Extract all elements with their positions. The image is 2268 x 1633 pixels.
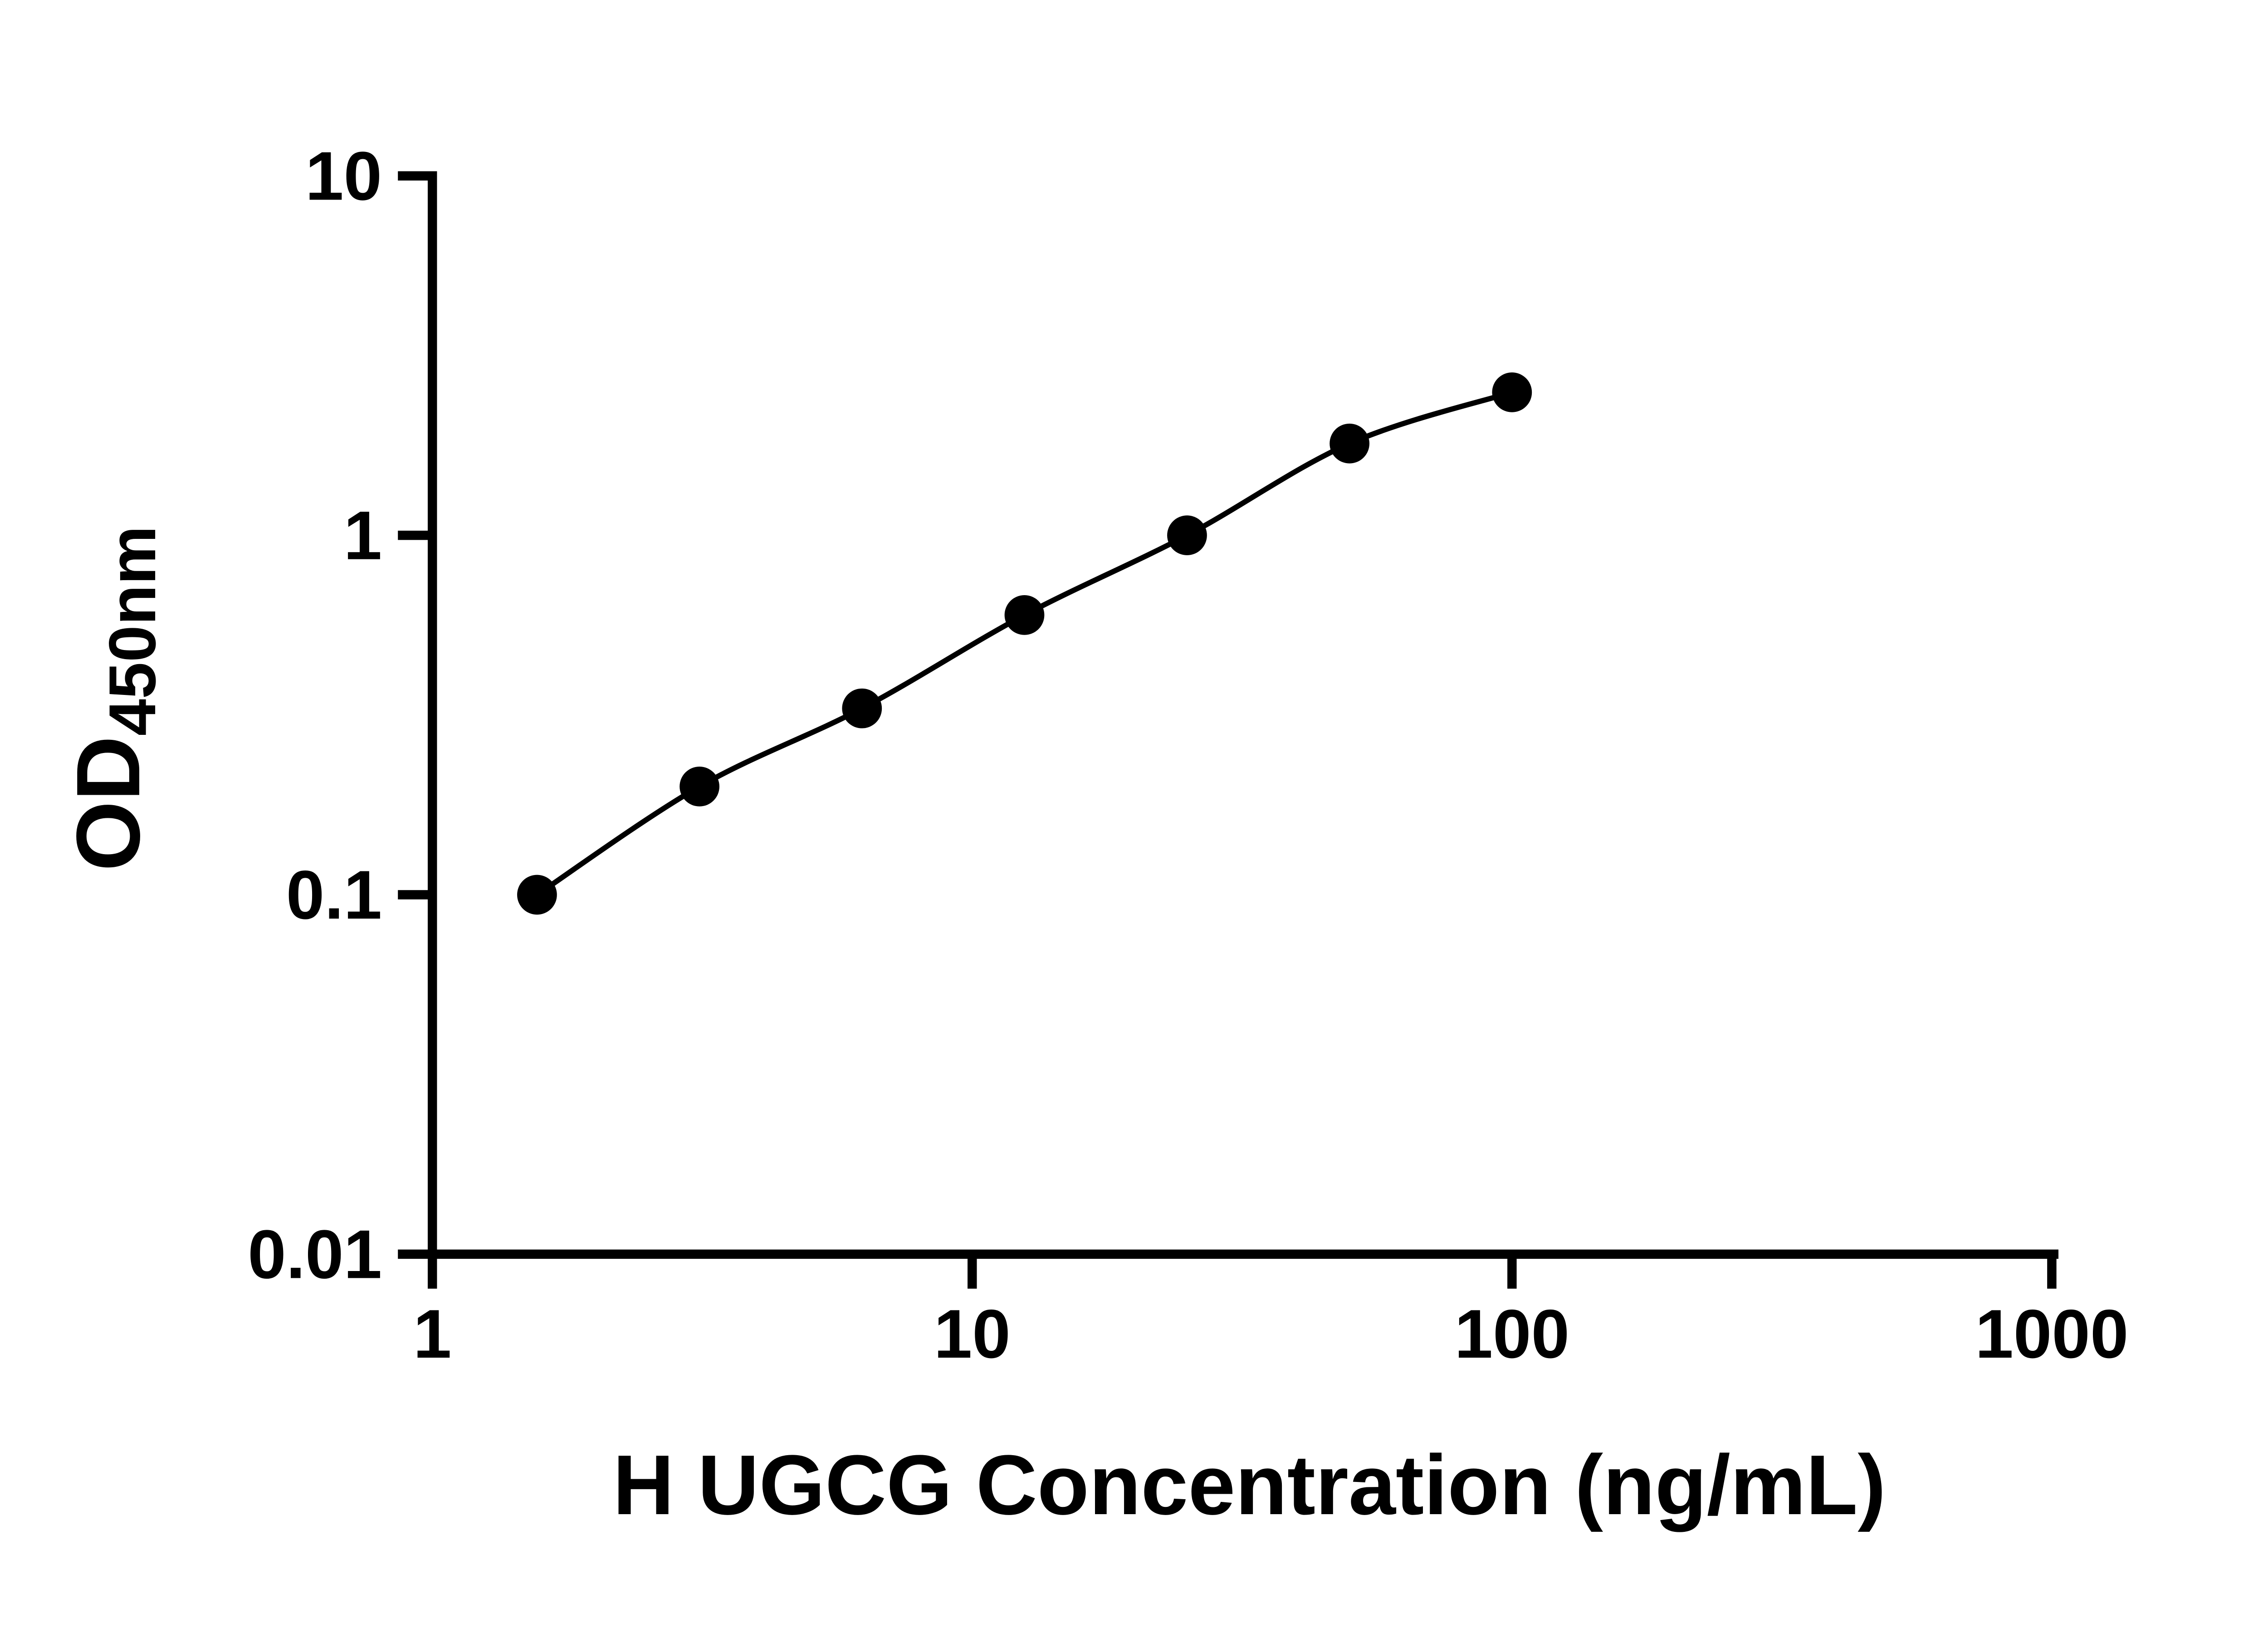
y-tick-label: 0.1 — [286, 856, 382, 934]
x-axis-title: H UGCG Concentration (ng/mL) — [613, 1437, 1886, 1532]
y-tick-label: 10 — [305, 137, 382, 215]
y-tick-label: 0.01 — [248, 1216, 382, 1293]
y-axis-title-main: OD — [58, 736, 159, 871]
data-point — [517, 875, 557, 915]
data-point — [1492, 372, 1532, 412]
y-tick-label: 1 — [344, 497, 382, 574]
x-tick-label: 10 — [934, 1296, 1011, 1373]
x-tick-label: 1 — [413, 1296, 452, 1373]
data-point — [1004, 595, 1045, 635]
x-tick-label: 100 — [1454, 1296, 1569, 1373]
y-axis-title: OD450nm — [58, 526, 169, 871]
x-tick-label: 1000 — [1975, 1296, 2128, 1373]
y-axis-title-subscript: 450nm — [95, 526, 169, 736]
standard-curve-line — [535, 390, 1513, 897]
data-point — [1330, 423, 1370, 464]
plot-area: 1 10 100 1000 0.01 0.1 1 10 — [248, 137, 2128, 1373]
data-point — [679, 767, 719, 807]
data-point — [842, 688, 882, 728]
data-point — [1167, 515, 1207, 555]
axis-lines — [427, 171, 2059, 1259]
